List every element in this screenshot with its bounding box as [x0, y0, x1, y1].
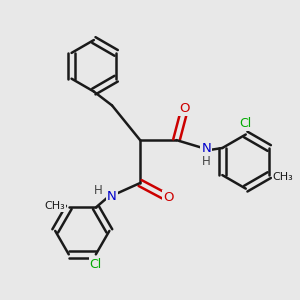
Text: O: O: [179, 102, 190, 115]
Text: O: O: [163, 191, 173, 204]
Text: CH₃: CH₃: [44, 201, 65, 211]
Text: CH₃: CH₃: [273, 172, 293, 182]
Text: N: N: [107, 190, 117, 203]
Text: N: N: [201, 142, 211, 155]
Text: H: H: [202, 155, 211, 168]
Text: Cl: Cl: [90, 258, 102, 272]
Text: H: H: [93, 184, 102, 197]
Text: Cl: Cl: [240, 117, 252, 130]
